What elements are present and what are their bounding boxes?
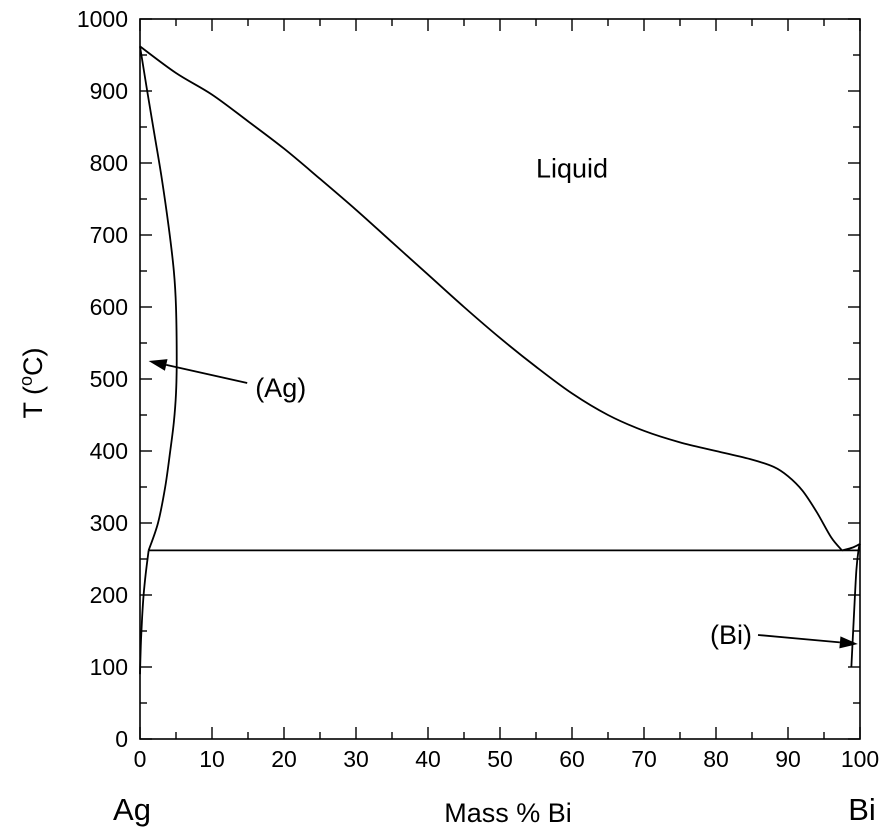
annotation-arrow-head xyxy=(148,359,168,371)
y-tick-label: 300 xyxy=(90,510,128,536)
tick-labels: 0 10 20 30 40 50 60 70 80 90 100010020030040050060… xyxy=(77,6,879,772)
axis-ticks xyxy=(139,18,861,740)
y-tick-label: 400 xyxy=(90,438,128,464)
x-tick-label: 60 xyxy=(559,746,585,772)
annotations: Liquid (Ag) (Bi) xyxy=(148,153,858,650)
plot-border xyxy=(139,18,861,740)
x-tick-label: 80 xyxy=(703,746,729,772)
boundary-liquidus-ag xyxy=(139,45,843,551)
y-tick-label: 500 xyxy=(90,366,128,392)
boundary-liquidus-bi xyxy=(841,543,861,552)
annotation-label: (Bi) xyxy=(710,620,752,650)
x-tick-label: 40 xyxy=(415,746,441,772)
y-axis-title: T (oC) xyxy=(16,347,48,418)
annotation-arrow-line xyxy=(166,364,248,384)
x-tick-label: 90 xyxy=(775,746,801,772)
x-tick-label: 70 xyxy=(631,746,657,772)
boundary-solvus-ag xyxy=(139,550,150,675)
x-tick-label: 100 xyxy=(841,746,879,772)
y-tick-label: 0 xyxy=(115,726,128,752)
boundary-solidus-ag xyxy=(139,46,178,551)
boundary-solvus-bi xyxy=(850,543,861,668)
y-tick-label: 700 xyxy=(90,222,128,248)
annotation-label: Liquid xyxy=(536,153,608,183)
annotation-arrow-head xyxy=(839,636,858,649)
y-tick-label: 900 xyxy=(90,78,128,104)
x-tick-label: 50 xyxy=(487,746,513,772)
x-axis-title: Mass % Bi xyxy=(444,798,572,828)
y-tick-label: 800 xyxy=(90,150,128,176)
y-tick-label: 1000 xyxy=(77,6,128,32)
x-tick-label: 20 xyxy=(271,746,297,772)
y-tick-label: 600 xyxy=(90,294,128,320)
annotation-label: (Ag) xyxy=(255,373,306,403)
y-tick-label: 100 xyxy=(90,654,128,680)
plot-frame xyxy=(139,18,861,740)
x-tick-label: 0 xyxy=(134,746,147,772)
x-tick-label: 30 xyxy=(343,746,369,772)
phase-boundaries xyxy=(139,45,861,675)
endpoint-label-ag: Ag xyxy=(113,792,151,827)
endpoint-label-bi: Bi xyxy=(848,792,876,827)
annotation-arrow-line xyxy=(757,634,840,644)
x-tick-label: 10 xyxy=(199,746,225,772)
y-tick-label: 200 xyxy=(90,582,128,608)
